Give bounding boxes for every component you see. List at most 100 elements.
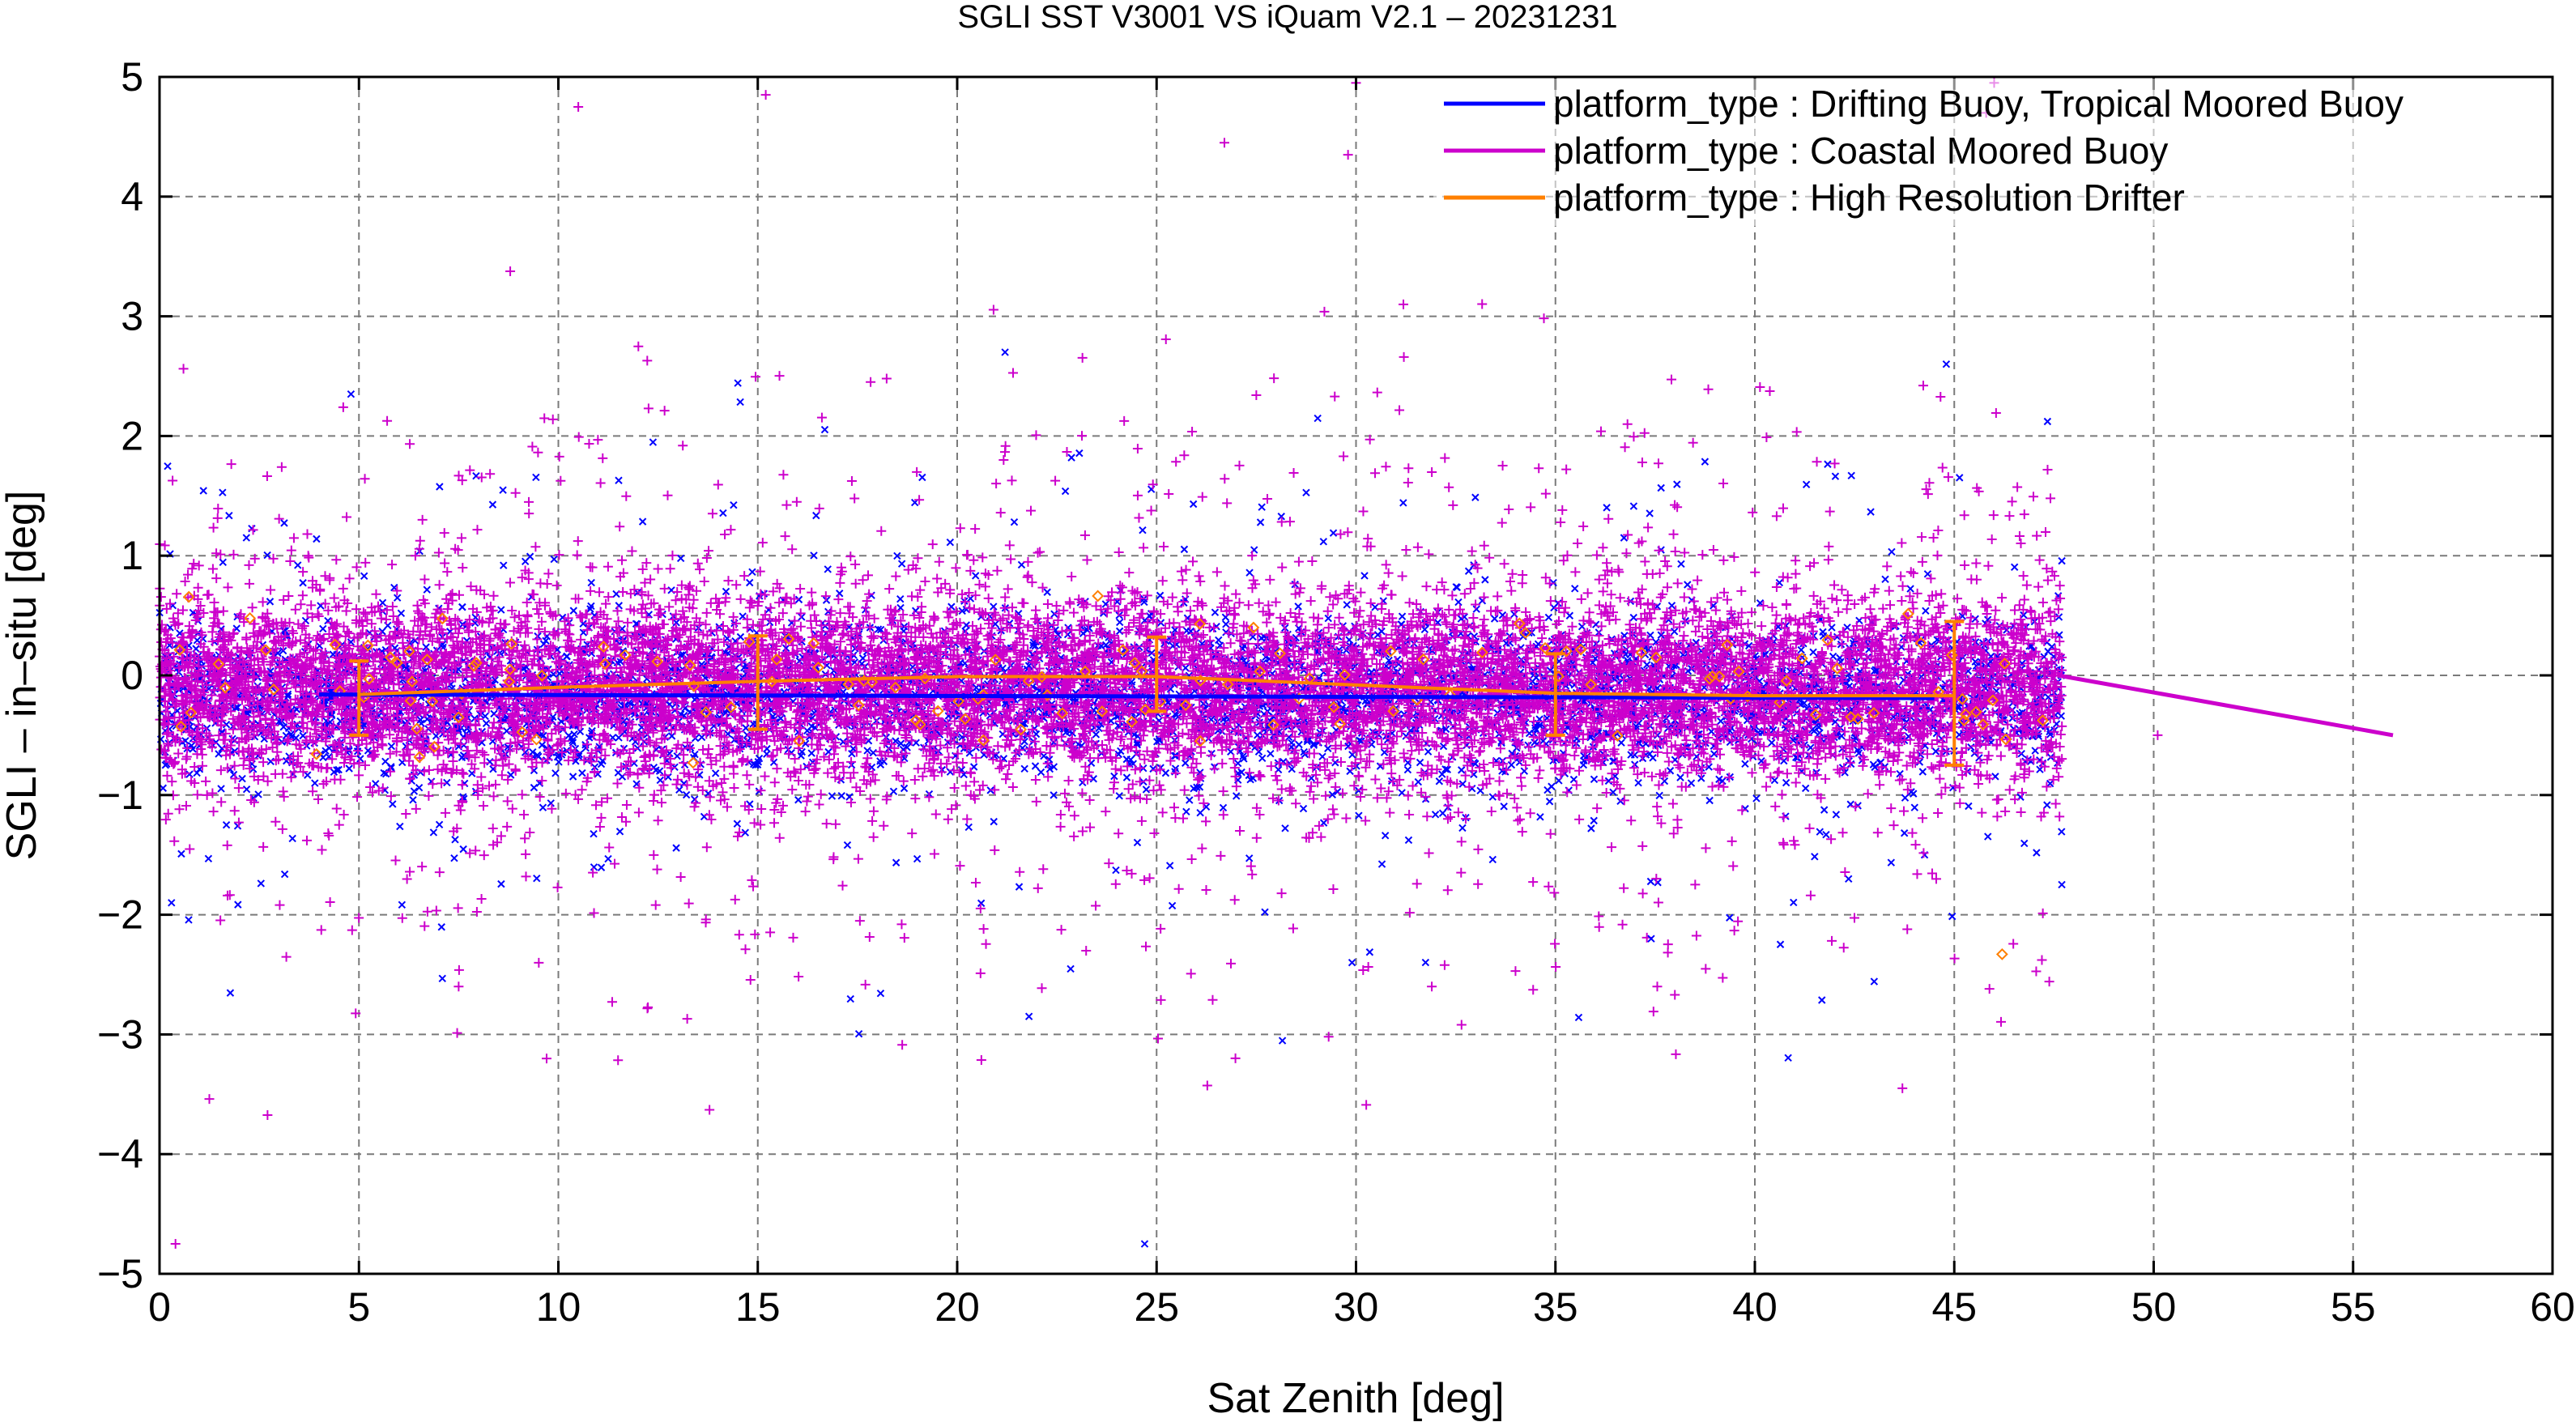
data-point-drifting-buoy bbox=[345, 764, 353, 773]
data-point-coastal-moored-buoy bbox=[1323, 1032, 1334, 1042]
data-point-drifting-buoy bbox=[1918, 768, 1927, 776]
data-point-drifting-buoy bbox=[2058, 828, 2066, 836]
data-point-drifting-buoy bbox=[697, 733, 706, 742]
data-point-drifting-buoy bbox=[587, 578, 595, 587]
data-point-drifting-buoy bbox=[1490, 615, 1499, 623]
data-point-drifting-buoy bbox=[1655, 791, 1663, 800]
data-point-drifting-buoy bbox=[1705, 796, 1714, 805]
data-point-drifting-buoy bbox=[280, 519, 288, 527]
data-point-drifting-buoy bbox=[1500, 803, 1508, 811]
data-point-drifting-buoy bbox=[615, 602, 623, 610]
data-point-drifting-buoy bbox=[1421, 958, 1430, 967]
data-point-drifting-buoy bbox=[1278, 1037, 1287, 1045]
data-point-drifting-buoy bbox=[396, 822, 404, 831]
data-point-drifting-buoy bbox=[649, 763, 658, 772]
data-point-coastal-moored-buoy bbox=[457, 768, 467, 778]
data-point-drifting-buoy bbox=[2010, 563, 2019, 572]
data-point-drifting-buoy bbox=[451, 836, 459, 844]
data-point-coastal-moored-buoy bbox=[1499, 559, 1509, 569]
data-point-drifting-buoy bbox=[1752, 794, 1761, 803]
data-point-drifting-buoy bbox=[846, 994, 854, 1003]
data-point-coastal-moored-buoy bbox=[1341, 813, 1352, 824]
data-point-drifting-buoy bbox=[372, 780, 380, 788]
data-point-drifting-buoy bbox=[233, 822, 242, 830]
data-point-drifting-buoy bbox=[1660, 777, 1669, 786]
data-point-drifting-buoy bbox=[551, 769, 560, 777]
data-point-drifting-buoy bbox=[1299, 804, 1308, 813]
data-point-drifting-buoy bbox=[1845, 875, 1853, 883]
data-point-drifting-buoy bbox=[488, 500, 497, 509]
data-point-drifting-buoy bbox=[1797, 645, 1805, 654]
data-point-drifting-buoy bbox=[590, 863, 598, 871]
data-point-drifting-buoy bbox=[1156, 591, 1165, 600]
data-point-drifting-buoy bbox=[900, 784, 909, 793]
data-point-drifting-buoy bbox=[225, 511, 233, 520]
data-point-drifting-buoy bbox=[1142, 786, 1151, 794]
data-point-drifting-buoy bbox=[2043, 417, 2052, 426]
data-point-drifting-buoy bbox=[876, 989, 885, 998]
data-point-drifting-buoy bbox=[472, 472, 480, 480]
data-point-drifting-buoy bbox=[615, 734, 623, 742]
data-point-drifting-buoy bbox=[672, 844, 680, 852]
data-point-drifting-buoy bbox=[964, 823, 973, 832]
data-point-drifting-buoy bbox=[1603, 504, 1611, 512]
data-point-drifting-buoy bbox=[436, 483, 444, 491]
data-point-drifting-buoy bbox=[1254, 731, 1262, 739]
data-point-drifting-buoy bbox=[1381, 832, 1390, 840]
data-point-coastal-moored-buoy bbox=[1424, 549, 1434, 560]
data-point-drifting-buoy bbox=[1402, 732, 1410, 740]
data-point-drifting-buoy bbox=[311, 779, 319, 787]
data-point-drifting-buoy bbox=[1901, 794, 1910, 802]
data-point-drifting-buoy bbox=[1075, 449, 1084, 458]
data-point-drifting-buoy bbox=[1256, 518, 1265, 526]
data-point-drifting-buoy bbox=[824, 565, 832, 573]
data-point-drifting-buoy bbox=[972, 572, 980, 580]
data-point-drifting-buoy bbox=[1314, 414, 1322, 423]
data-point-drifting-buoy bbox=[500, 561, 508, 569]
data-point-drifting-buoy bbox=[1168, 901, 1177, 910]
data-point-drifting-buoy bbox=[578, 768, 586, 777]
data-point-coastal-moored-buoy bbox=[1629, 432, 1639, 442]
data-point-drifting-buoy bbox=[1199, 700, 1207, 708]
data-point-drifting-buoy bbox=[946, 539, 955, 547]
data-point-drifting-buoy bbox=[1923, 570, 1932, 578]
data-point-drifting-buoy bbox=[1910, 803, 1918, 811]
data-point-drifting-buoy bbox=[1657, 631, 1665, 639]
data-point-drifting-buoy bbox=[1377, 860, 1386, 868]
data-point-drifting-buoy bbox=[812, 511, 820, 520]
data-point-drifting-buoy bbox=[398, 900, 407, 909]
data-point-drifting-buoy bbox=[1215, 636, 1223, 645]
data-point-drifting-buoy bbox=[1646, 509, 1654, 517]
data-point-drifting-buoy bbox=[1232, 792, 1241, 800]
data-point-drifting-buoy bbox=[1948, 912, 1956, 921]
data-point-drifting-buoy bbox=[185, 916, 193, 924]
data-point-drifting-buoy bbox=[1319, 538, 1328, 546]
data-point-drifting-buoy bbox=[947, 602, 956, 611]
data-point-drifting-buoy bbox=[1654, 879, 1662, 887]
data-point-drifting-buoy bbox=[1343, 601, 1351, 609]
data-point-drifting-buoy bbox=[1579, 760, 1588, 769]
data-point-drifting-buoy bbox=[459, 845, 467, 854]
data-point-drifting-buoy bbox=[1956, 474, 1964, 482]
data-point-drifting-buoy bbox=[1776, 940, 1785, 948]
data-point-drifting-buoy bbox=[397, 609, 406, 617]
data-point-drifting-buoy bbox=[733, 820, 742, 828]
data-point-drifting-buoy bbox=[1543, 786, 1552, 794]
data-point-drifting-buoy bbox=[1161, 768, 1170, 777]
data-point-drifting-buoy bbox=[1031, 762, 1040, 770]
data-point-drifting-buoy bbox=[1687, 779, 1696, 787]
data-point-drifting-buoy bbox=[238, 774, 246, 783]
data-point-drifting-buoy bbox=[1380, 748, 1389, 756]
data-point-drifting-buoy bbox=[1115, 792, 1123, 800]
data-point-drifting-buoy bbox=[1403, 765, 1412, 774]
data-point-drifting-buoy bbox=[794, 796, 803, 804]
data-point-drifting-buoy bbox=[913, 854, 922, 863]
data-point-drifting-buoy bbox=[1464, 567, 1473, 575]
data-point-drifting-buoy bbox=[1122, 773, 1131, 781]
data-point-drifting-buoy bbox=[1067, 453, 1075, 462]
data-point-drifting-buoy bbox=[533, 874, 541, 883]
data-point-drifting-buoy bbox=[1574, 1013, 1583, 1022]
data-point-drifting-buoy bbox=[1116, 618, 1124, 627]
data-point-drifting-buoy bbox=[656, 776, 665, 785]
data-point-coastal-moored-buoy bbox=[1912, 869, 1922, 879]
